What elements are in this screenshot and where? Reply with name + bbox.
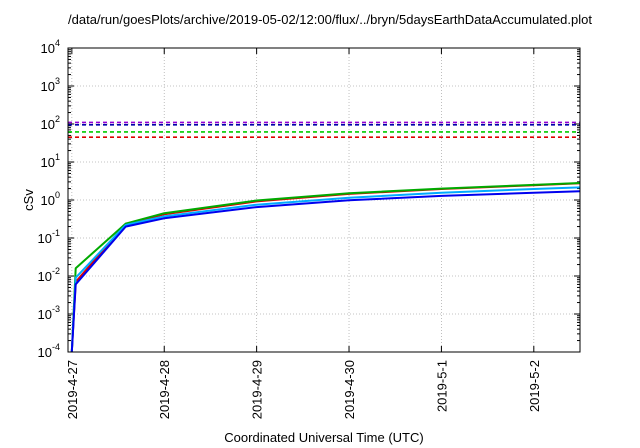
- data-series: [70, 182, 581, 353]
- x-axis: 2019-4-27 2019-4-28 2019-4-29 2019-4-30 2019…: [65, 48, 542, 419]
- y-tick-label: 102: [41, 114, 60, 132]
- x-tick-label: 2019-5-1: [434, 360, 449, 412]
- series-line: [70, 182, 581, 353]
- y-tick-label: 10-3: [38, 304, 60, 322]
- x-axis-label: Coordinated Universal Time (UTC): [224, 430, 423, 445]
- x-tick-label: 2019-4-28: [157, 360, 172, 419]
- x-tick-label: 2019-4-29: [250, 360, 265, 419]
- series-line: [70, 190, 581, 353]
- y-tick-label: 10-2: [38, 266, 60, 284]
- y-tick-label: 103: [41, 76, 60, 94]
- y-tick-label: 101: [41, 152, 60, 170]
- y-tick-label: 10-4: [38, 342, 60, 360]
- y-tick-label: 104: [41, 38, 60, 56]
- x-tick-label: 2019-4-30: [342, 360, 357, 419]
- x-tick-label: 2019-4-27: [65, 360, 80, 419]
- series-line: [70, 186, 581, 353]
- threshold-lines: [68, 121, 580, 138]
- y-axis: 10-4 10-3 10-2 10-1 100 101 102 103 104: [38, 38, 580, 360]
- y-axis-label: cSv: [21, 189, 36, 211]
- y-tick-label: 100: [41, 190, 60, 208]
- series-line: [70, 182, 581, 353]
- chart-title: /data/run/goesPlots/archive/2019-05-02/1…: [68, 12, 592, 27]
- plot-frame: [67, 47, 581, 353]
- x-tick-label: 2019-5-2: [527, 360, 542, 412]
- y-tick-label: 10-1: [38, 228, 60, 246]
